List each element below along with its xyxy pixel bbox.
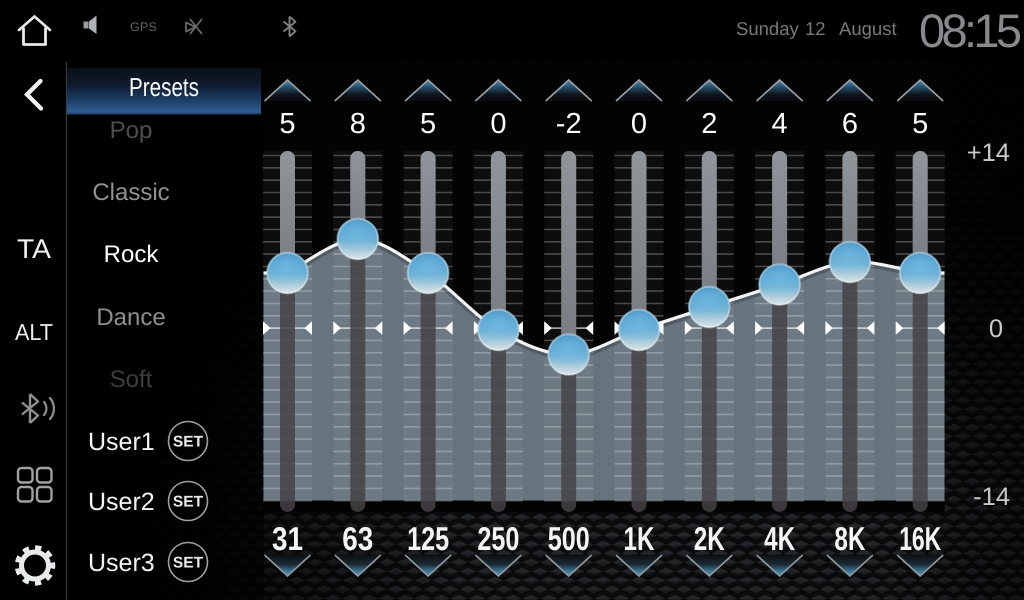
svg-text:Dance: Dance [96,304,165,331]
svg-text:Pop: Pop [110,117,153,144]
svg-text:250: 250 [477,520,519,557]
svg-text:08:15: 08:15 [919,4,1022,57]
svg-text:TA: TA [17,234,51,264]
svg-text:SET: SET [173,494,204,511]
svg-text:SET: SET [173,434,204,451]
svg-text:4: 4 [772,108,788,140]
svg-text:5: 5 [279,108,295,140]
svg-text:5: 5 [420,108,436,140]
svg-text:0: 0 [631,108,647,140]
svg-text:500: 500 [548,520,590,557]
svg-text:-2: -2 [556,108,582,140]
svg-text:+14: +14 [967,139,1010,167]
svg-text:Classic: Classic [92,179,169,206]
svg-text:2K: 2K [694,520,725,557]
svg-text:63: 63 [342,520,373,557]
svg-text:-14: -14 [973,483,1010,511]
svg-text:User1: User1 [88,428,155,456]
svg-text:6: 6 [842,108,858,140]
svg-text:16K: 16K [899,520,941,557]
svg-text:5: 5 [912,108,928,140]
svg-text:4K: 4K [764,520,795,557]
svg-text:SET: SET [173,555,204,572]
svg-text:0: 0 [989,315,1003,343]
svg-text:31: 31 [272,520,303,557]
svg-text:Presets: Presets [129,72,199,102]
svg-text:Soft: Soft [110,366,153,393]
svg-text:Rock: Rock [104,241,160,268]
svg-text:125: 125 [407,520,449,557]
svg-text:1K: 1K [624,520,655,557]
svg-text:User2: User2 [88,488,155,516]
svg-text:GPS: GPS [130,20,157,34]
svg-text:8: 8 [350,108,366,140]
svg-text:ALT: ALT [15,319,53,345]
svg-text:2: 2 [701,108,717,140]
svg-text:8K: 8K [834,520,865,557]
svg-text:User3: User3 [88,549,155,577]
svg-text:0: 0 [490,108,506,140]
